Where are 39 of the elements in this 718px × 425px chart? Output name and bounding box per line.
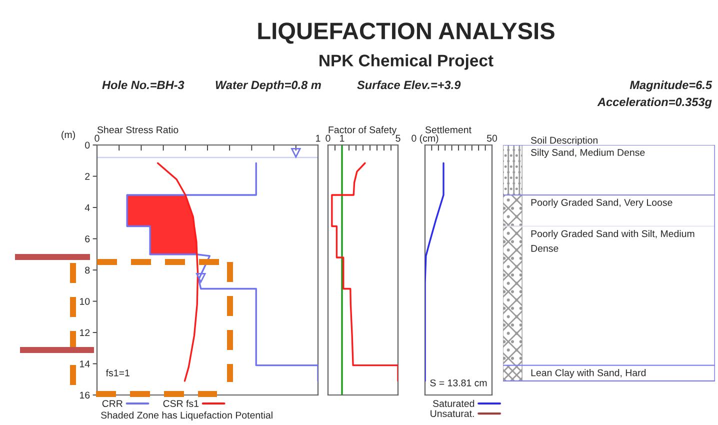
y-tick-label: 12: [80, 329, 90, 336]
legend-label: Unsaturat.: [430, 410, 474, 418]
text: Shaded Zone has Liquefaction Potential: [101, 411, 272, 421]
y-tick-label: 8: [85, 266, 90, 274]
text: Silty Sand, Medium Dense: [531, 148, 645, 158]
text: NPK Chemical Project: [320, 54, 494, 70]
annotation: S = 13.81 cm: [430, 379, 487, 386]
legend-label: CSR fs1: [163, 400, 199, 407]
x-tick-label: 1: [316, 134, 320, 142]
text: Poorly Graded Sand, Very Loose: [531, 198, 672, 208]
legend-label: CRR: [102, 400, 122, 407]
y-tick-label: 6: [85, 235, 90, 242]
x-tick-label: 5: [396, 134, 400, 142]
y-tick-label: 14: [80, 360, 90, 368]
legend-label: Saturated: [432, 400, 474, 407]
y-tick-label: 10: [80, 298, 90, 305]
y-tick-label: 4: [84, 204, 90, 212]
y-axis-title: (m): [62, 130, 75, 140]
text: Soil Description: [531, 136, 598, 146]
y-tick-label: 0: [85, 142, 90, 149]
x-tick-label: 0: [94, 134, 100, 142]
x-axis-title: Factor of Safety: [328, 126, 397, 136]
text: Hole No.=BH-3: [102, 80, 184, 90]
y-tick-label: 2: [85, 172, 90, 180]
x-tick-label: 50: [486, 134, 498, 142]
text: Poorly Graded Sand with Silt, Medium Dense: [531, 230, 694, 252]
y-tick-label: 16: [80, 392, 90, 399]
annotation: fs1=1: [106, 369, 130, 376]
x-axis-title: Shear Stress Ratio: [97, 126, 178, 134]
x-tick-label: 0 (cm): [412, 134, 438, 144]
text: LIQUEFACTION ANALYSIS: [258, 22, 554, 44]
x-axis-title: Settlement: [425, 126, 472, 134]
text: Magnitude=6.5: [630, 80, 712, 92]
text: Acceleration=0.353g: [597, 98, 712, 108]
x-tick-label: 1: [340, 134, 344, 142]
text: Water Depth=0.8 m: [216, 80, 321, 92]
text: Surface Elev.=+3.9: [357, 80, 461, 90]
text: Lean Clay with Sand, Hard: [531, 369, 646, 378]
x-tick-label: 0: [326, 134, 330, 142]
